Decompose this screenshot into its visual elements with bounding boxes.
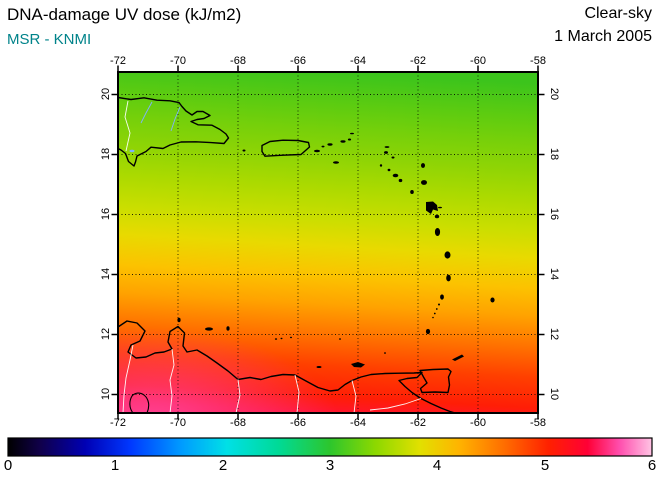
y-tick-label-right: 18	[548, 147, 560, 161]
y-tick-label-right: 14	[548, 267, 560, 281]
figure-title: DNA-damage UV dose (kJ/m2)	[7, 5, 242, 24]
coastlines	[118, 96, 458, 413]
x-tick-label-top: -66	[290, 55, 306, 67]
lake-enriquillo	[129, 149, 135, 153]
x-tick-label-top: -62	[410, 55, 426, 67]
y-tick-label-left: 20	[100, 87, 112, 101]
colorbar-tick-label: 1	[110, 457, 120, 474]
y-tick-label-right: 20	[548, 87, 560, 101]
colorbar-tick-label: 4	[432, 457, 442, 474]
colorbar	[7, 437, 653, 457]
y-tick-label-left: 12	[100, 327, 112, 341]
y-tick-label-right: 10	[548, 387, 560, 401]
x-tick-label-bottom: -68	[230, 417, 246, 429]
axis-tick-marks	[111, 65, 545, 420]
y-tick-label-left: 10	[100, 387, 112, 401]
hispaniola-coastline	[118, 96, 230, 167]
y-tick-label-left: 18	[100, 147, 112, 161]
sky-condition-label: Clear-sky	[584, 5, 652, 22]
x-tick-label-bottom: -66	[290, 417, 306, 429]
y-tick-label-left: 16	[100, 207, 112, 221]
margarita-island	[351, 362, 365, 368]
tobago-island	[452, 354, 464, 361]
colorbar-tick-label: 0	[3, 457, 13, 474]
x-tick-label-top: -60	[470, 55, 486, 67]
x-tick-label-top: -58	[530, 55, 546, 67]
country-border-lines	[122, 100, 422, 413]
x-tick-label-top: -68	[230, 55, 246, 67]
x-tick-label-bottom: -62	[410, 417, 426, 429]
x-tick-label-top: -64	[350, 55, 366, 67]
colorbar-tick-label: 5	[540, 457, 550, 474]
x-tick-label-bottom: -60	[470, 417, 486, 429]
graticule-gridlines	[118, 72, 538, 413]
colorbar-tick-label: 2	[218, 457, 228, 474]
river-lines	[129, 101, 181, 153]
puerto-rico-coastline	[261, 139, 311, 157]
x-tick-label-top: -72	[110, 55, 126, 67]
small-islands	[177, 132, 495, 368]
x-tick-label-bottom: -72	[110, 417, 126, 429]
date-label: 1 March 2005	[554, 28, 652, 45]
colorbar-tick-label: 3	[325, 457, 335, 474]
guadeloupe-island	[426, 201, 438, 214]
x-tick-label-bottom: -64	[350, 417, 366, 429]
x-tick-label-top: -70	[170, 55, 186, 67]
x-tick-label-bottom: -70	[170, 417, 186, 429]
data-source-label: MSR - KNMI	[7, 31, 92, 48]
colorbar-tick-label: 6	[647, 457, 657, 474]
lake-maracaibo-outline	[129, 392, 150, 413]
south-america-coastline	[118, 320, 458, 413]
x-tick-label-bottom: -58	[530, 417, 546, 429]
y-tick-label-left: 14	[100, 267, 112, 281]
map-frame	[117, 71, 539, 414]
y-tick-label-right: 16	[548, 207, 560, 221]
y-tick-label-right: 12	[548, 327, 560, 341]
trinidad-coastline	[419, 368, 452, 394]
